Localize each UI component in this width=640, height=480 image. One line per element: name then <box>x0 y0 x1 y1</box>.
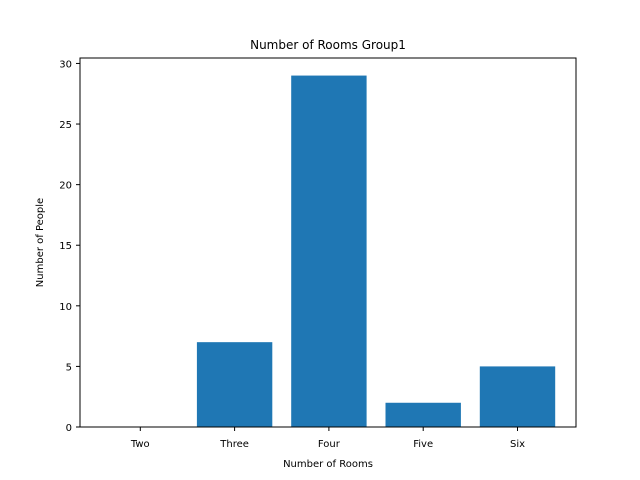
bars-group <box>196 75 556 427</box>
x-tick-label: Three <box>219 439 249 450</box>
y-axis-label: Number of People <box>35 198 46 287</box>
y-tick-label: 25 <box>59 120 72 131</box>
y-tick-label: 10 <box>59 302 72 313</box>
y-tick-label: 30 <box>59 59 72 70</box>
bar-five <box>385 402 461 427</box>
bar-four <box>291 75 367 427</box>
y-tick-label: 20 <box>59 181 72 192</box>
x-axis-label: Number of Rooms <box>283 459 373 470</box>
x-tick-label: Four <box>318 439 341 450</box>
x-tick-label: Six <box>510 439 525 450</box>
bar-six <box>479 366 556 427</box>
x-tick-label: Five <box>413 439 433 450</box>
y-axis-ticks: 0 5 10 15 20 25 30 <box>59 59 80 434</box>
bar-three <box>196 342 273 427</box>
x-axis-ticks: Two Three Four Five Six <box>130 427 525 450</box>
x-tick-label: Two <box>130 439 150 450</box>
plot-frame <box>79 57 577 428</box>
y-tick-label: 5 <box>66 362 72 373</box>
chart-title: Number of Rooms Group1 <box>250 38 406 52</box>
y-tick-label: 15 <box>59 241 72 252</box>
y-tick-label: 0 <box>66 423 72 434</box>
